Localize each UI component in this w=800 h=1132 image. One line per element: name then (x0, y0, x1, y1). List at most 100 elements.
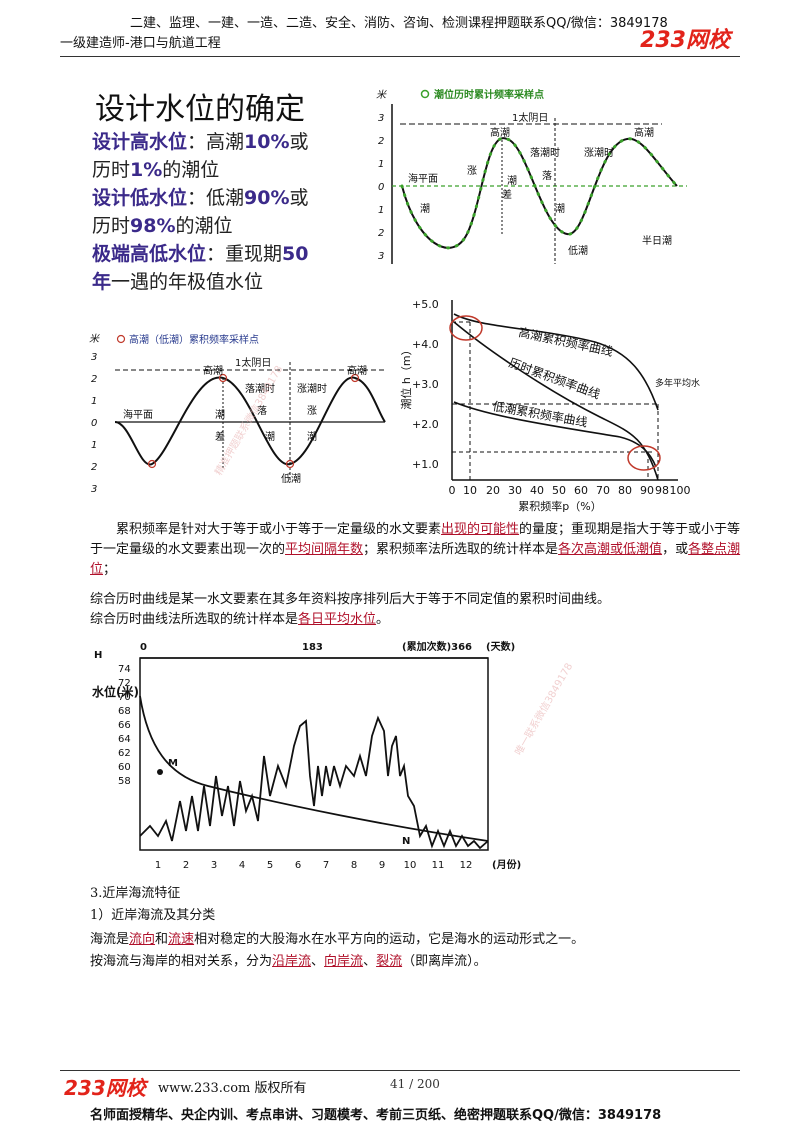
brand-logo[interactable]: 233网校 (640, 28, 730, 53)
top-tick: (天数) (486, 640, 515, 653)
point-m-marker (157, 769, 163, 775)
label: 潮 (265, 430, 275, 443)
curve-label: 高潮累积频率曲线 (517, 324, 614, 359)
bold-term: 极端高低水位 (92, 243, 207, 265)
x-tick: 90 (640, 484, 654, 497)
label: 涨 (467, 165, 477, 177)
underlined-term: 向岸流 (324, 954, 364, 969)
underlined-term: 平均间隔年数 (285, 542, 364, 557)
y-tick: +1.0 (412, 458, 439, 471)
header-contact-line: 二建、监理、一建、一造、二造、安全、消防、咨询、检测课程押题联系QQ/微信：38… (130, 16, 668, 31)
top-tick: (累加次数)366 (402, 640, 472, 653)
label: 涨潮时 (584, 146, 614, 159)
section-subheading: 1）近岸海流及其分类 (90, 908, 216, 923)
y-tick: 1 (378, 205, 384, 216)
x-tick: 10 (463, 484, 477, 497)
x-tick: 6 (295, 860, 301, 871)
text: ； (103, 562, 117, 577)
text: ：高潮 (187, 131, 245, 153)
x-tick: 60 (574, 484, 588, 497)
header-divider (60, 56, 740, 57)
bold-term: 1% (130, 159, 163, 181)
y-tick: 2 (91, 462, 97, 473)
legend-label: 高潮（低潮）累积频率采样点 (129, 333, 259, 346)
y-tick: 70 (118, 692, 131, 703)
text: 、 (363, 954, 377, 969)
underlined-term: 各日平均水位 (298, 612, 377, 627)
text: 海流是 (90, 932, 130, 947)
y-tick: 1 (91, 440, 97, 451)
y-tick: 66 (118, 720, 131, 731)
y-tick: 58 (118, 776, 131, 787)
x-tick: 0 (449, 484, 456, 497)
footer-logo[interactable]: 233网校 (64, 1076, 146, 1100)
paragraph-frequency: 累积频率是针对大于等于或小于等于一定量级的水文要素出现的可能性的量度；重现期是指… (90, 520, 745, 580)
water-level-hydrograph: 0 183 (累加次数)366 (天数) H 水位(米) 74 72 70 68… (92, 640, 521, 871)
curve-label: 历时累积频率曲线 (507, 355, 602, 402)
unit-label: 米 (376, 89, 387, 101)
highlight-circle (627, 445, 661, 471)
label: 潮 (307, 430, 317, 443)
paragraph-duration-curve: 综合历时曲线是某一水文要素在其多年资料按序排列后大于等于不同定值的累积时间曲线。 (90, 592, 611, 607)
x-tick: 50 (552, 484, 566, 497)
bold-term: 设计高水位 (92, 131, 188, 153)
day-label: 1太阴日 (512, 111, 548, 124)
x-tick: 2 (183, 860, 189, 871)
slide-title: 设计水位的确定 (95, 92, 305, 127)
section-heading: 3.近岸海流特征 (90, 886, 181, 901)
text: 综合历时曲线法所选取的统计样本是 (90, 612, 299, 627)
text: 历时 (92, 215, 131, 237)
y-tick: +2.0 (412, 418, 439, 431)
sample-point (218, 373, 228, 383)
y-tick: 1 (378, 159, 384, 170)
y-tick: 3 (378, 251, 384, 262)
x-tick: 20 (486, 484, 500, 497)
text: 。 (376, 612, 390, 627)
point-n-label: N (402, 836, 410, 847)
bold-term: 设计低水位 (92, 187, 188, 209)
highlight-circle (449, 315, 483, 341)
text: 或 (289, 187, 309, 209)
label: 差 (502, 188, 512, 201)
label: 高潮 (203, 364, 223, 377)
x-tick: 98 (655, 484, 669, 497)
y-tick: 68 (118, 706, 131, 717)
x-tick: 100 (670, 484, 691, 497)
label: 落 (257, 405, 267, 417)
label: 差 (215, 430, 225, 443)
x-axis-label: 累积频率p（%） (518, 499, 601, 513)
label: 潮 (555, 202, 565, 215)
paragraph-current-classification: 按海流与海岸的相对关系，分为沿岸流、向岸流、裂流（即离岸流）。 (90, 952, 745, 972)
duration-curve (139, 695, 489, 842)
y-tick: 1 (91, 396, 97, 407)
y-tick: 72 (118, 678, 131, 689)
legend-marker (116, 334, 126, 344)
y-tick: 74 (118, 664, 131, 675)
y-axis-label: 水位(米) (92, 684, 139, 699)
y-tick: 3 (91, 484, 97, 495)
x-tick: 5 (267, 860, 273, 871)
footer-copyright: www.233.com 版权所有 (158, 1081, 307, 1096)
avg-label: 多年平均水位 (655, 377, 700, 389)
text: 的潮位 (162, 159, 220, 181)
y-tick: 0 (91, 418, 97, 429)
text: ；累积频率法所选取的统计样本是 (363, 542, 559, 557)
text: 一遇的年极值水位 (111, 271, 264, 293)
y-tick: 2 (378, 228, 384, 239)
sample-point (147, 459, 157, 469)
plot-frame (139, 657, 489, 851)
label: 潮 (507, 174, 517, 187)
y-tick: +5.0 (412, 298, 439, 311)
header-subtitle: 一级建造师-港口与航道工程 (60, 36, 221, 51)
text: 、 (311, 954, 325, 969)
tide-diagram-highlow: 高潮（低潮）累积频率采样点 米 3 2 1 0 1 2 3 1太阴日 高潮 高潮… (89, 333, 386, 495)
text: 或 (289, 131, 309, 153)
bold-term: 98% (130, 215, 176, 237)
x-tick: 1 (155, 860, 161, 871)
underlined-term: 流速 (168, 932, 195, 947)
label: 半日潮 (642, 234, 672, 247)
text: 按海流与海岸的相对关系，分为 (90, 954, 273, 969)
x-tick: 80 (618, 484, 632, 497)
unit-label: 米 (89, 333, 100, 345)
tide-diagram-hourly: 潮位历时累计频率采样点 米 3 2 1 0 1 2 3 1太阴日 高潮 高潮 落… (376, 88, 687, 264)
